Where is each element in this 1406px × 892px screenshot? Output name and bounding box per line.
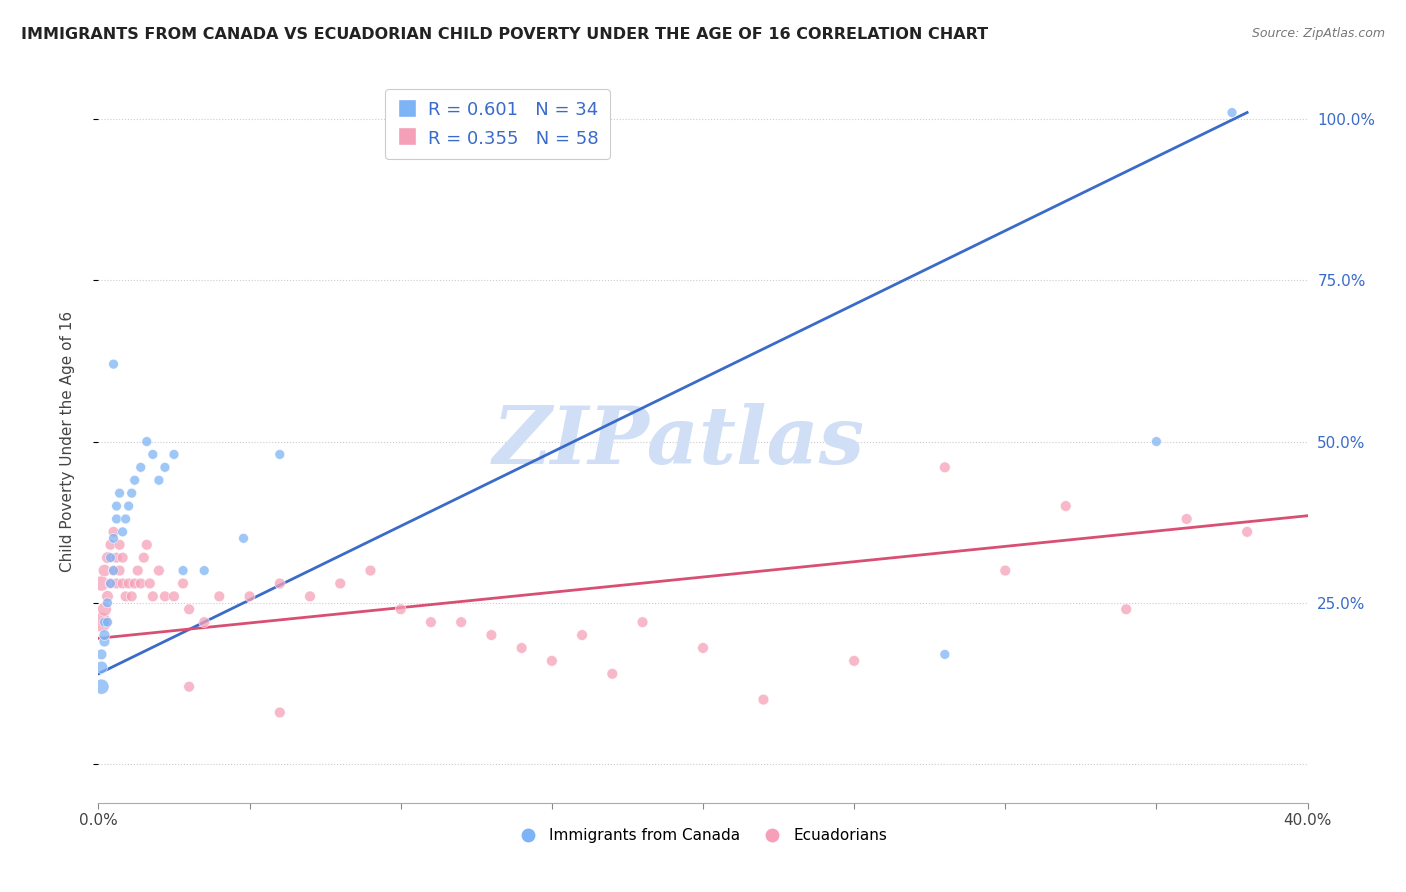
Point <box>481 628 503 642</box>
Point <box>135 538 157 552</box>
Point <box>111 576 134 591</box>
Point <box>90 576 112 591</box>
Point <box>179 602 201 616</box>
Point <box>329 576 352 591</box>
Point <box>172 564 194 578</box>
Point <box>450 615 472 630</box>
Point <box>148 473 170 487</box>
Point <box>602 666 624 681</box>
Point <box>172 576 194 591</box>
Point <box>360 564 382 578</box>
Point <box>108 538 131 552</box>
Point <box>239 590 262 604</box>
Point <box>153 460 176 475</box>
Point <box>163 447 186 461</box>
Point <box>118 576 141 591</box>
Point <box>389 602 412 616</box>
Y-axis label: Child Poverty Under the Age of 16: Child Poverty Under the Age of 16 <box>60 311 75 572</box>
Point <box>129 576 152 591</box>
Point <box>90 680 112 694</box>
Point <box>631 615 654 630</box>
Point <box>124 473 146 487</box>
Point <box>90 615 112 630</box>
Point <box>90 648 112 662</box>
Point <box>139 576 162 591</box>
Point <box>96 596 118 610</box>
Point <box>269 576 291 591</box>
Point <box>93 564 115 578</box>
Point <box>121 590 143 604</box>
Point <box>752 692 775 706</box>
Legend: Immigrants from Canada, Ecuadorians: Immigrants from Canada, Ecuadorians <box>512 822 894 849</box>
Point <box>127 564 149 578</box>
Point <box>1115 602 1137 616</box>
Point <box>111 524 134 539</box>
Point <box>420 615 443 630</box>
Point <box>100 550 122 565</box>
Point <box>100 576 122 591</box>
Point <box>93 602 115 616</box>
Point <box>1236 524 1258 539</box>
Point <box>1220 105 1243 120</box>
Point <box>93 634 115 648</box>
Point <box>100 576 122 591</box>
Point <box>692 640 714 655</box>
Text: IMMIGRANTS FROM CANADA VS ECUADORIAN CHILD POVERTY UNDER THE AGE OF 16 CORRELATI: IMMIGRANTS FROM CANADA VS ECUADORIAN CHI… <box>21 27 988 42</box>
Point <box>232 531 254 545</box>
Point <box>118 499 141 513</box>
Point <box>124 576 146 591</box>
Point <box>96 550 118 565</box>
Point <box>93 615 115 630</box>
Point <box>208 590 231 604</box>
Point <box>142 590 165 604</box>
Point <box>540 654 562 668</box>
Point <box>269 447 291 461</box>
Point <box>844 654 866 668</box>
Point <box>1175 512 1198 526</box>
Text: ZIPatlas: ZIPatlas <box>492 403 865 480</box>
Point <box>96 615 118 630</box>
Point <box>135 434 157 449</box>
Point <box>103 531 125 545</box>
Point <box>269 706 291 720</box>
Text: Source: ZipAtlas.com: Source: ZipAtlas.com <box>1251 27 1385 40</box>
Point <box>105 512 128 526</box>
Point <box>132 550 155 565</box>
Point <box>90 660 112 674</box>
Point <box>114 590 136 604</box>
Point <box>103 524 125 539</box>
Point <box>100 538 122 552</box>
Point <box>105 550 128 565</box>
Point <box>571 628 593 642</box>
Point <box>108 564 131 578</box>
Point <box>93 628 115 642</box>
Point <box>1054 499 1077 513</box>
Point <box>103 564 125 578</box>
Point <box>148 564 170 578</box>
Point <box>103 357 125 371</box>
Point <box>153 590 176 604</box>
Point <box>163 590 186 604</box>
Point <box>111 550 134 565</box>
Point <box>105 499 128 513</box>
Point <box>994 564 1017 578</box>
Point <box>114 512 136 526</box>
Point <box>96 590 118 604</box>
Point <box>108 486 131 500</box>
Point <box>299 590 322 604</box>
Point <box>1144 434 1167 449</box>
Point <box>129 460 152 475</box>
Point <box>934 460 956 475</box>
Point <box>510 640 533 655</box>
Point <box>193 615 215 630</box>
Point <box>121 486 143 500</box>
Point <box>934 648 956 662</box>
Point <box>105 576 128 591</box>
Point <box>193 564 215 578</box>
Point <box>103 564 125 578</box>
Point <box>179 680 201 694</box>
Point <box>142 447 165 461</box>
